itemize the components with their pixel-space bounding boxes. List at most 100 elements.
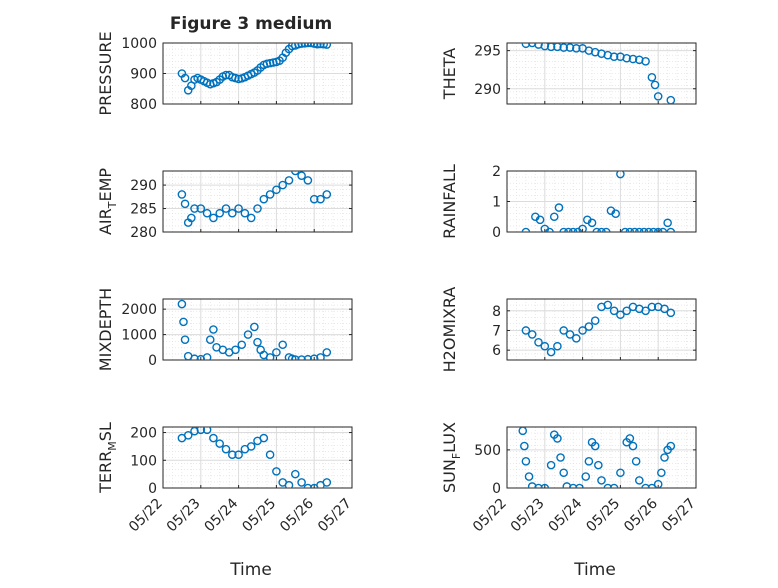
data-point: [297, 478, 306, 487]
data-series: [521, 171, 676, 232]
subplot-2: 290 295 THETA: [440, 42, 697, 105]
data-point: [316, 194, 325, 204]
data-point: [553, 43, 562, 52]
data-point: [303, 43, 313, 48]
data-point: [303, 176, 313, 185]
data-point: [631, 457, 641, 466]
data-point: [647, 483, 657, 488]
data-point: [572, 44, 581, 53]
data-point: [243, 330, 253, 339]
data-point: [622, 53, 632, 63]
data-point: [316, 43, 325, 49]
data-point: [653, 92, 663, 101]
data-point: [309, 194, 319, 204]
data-point: [568, 483, 578, 488]
data-point: [641, 57, 650, 66]
data-point: [231, 345, 240, 355]
data-point: [205, 335, 215, 344]
data-point: [177, 299, 187, 309]
data-point: [644, 227, 654, 232]
data-point: [297, 43, 306, 48]
data-point: [322, 348, 332, 357]
axes-frame: [506, 426, 697, 489]
data-point: [578, 326, 587, 335]
data-point: [616, 171, 625, 179]
data-point: [622, 306, 632, 316]
data-series: [518, 427, 676, 488]
data-point: [215, 439, 224, 448]
data-point: [630, 227, 639, 232]
y-tick-label: 900: [130, 67, 157, 83]
data-series: [177, 171, 332, 227]
data-point: [297, 355, 306, 360]
data-point: [322, 478, 332, 487]
subplot-1: 800 900 1000 PRESSURE: [96, 31, 353, 116]
data-point: [635, 476, 644, 485]
data-point: [625, 434, 635, 443]
y-tick-label: 7: [492, 323, 501, 339]
data-point: [259, 433, 269, 443]
data-point: [584, 457, 594, 466]
y-tick-label: 280: [130, 225, 157, 241]
data-point: [597, 476, 606, 485]
data-point: [227, 208, 237, 218]
data-point: [316, 353, 325, 360]
data-point: [540, 43, 550, 51]
data-point: [540, 341, 550, 351]
data-point: [527, 330, 537, 339]
y-axis-label: MIXDEPTH: [96, 288, 115, 371]
data-point: [300, 43, 310, 48]
data-point: [657, 468, 666, 478]
data-point: [521, 43, 531, 49]
figure-title: Figure 3 medium: [170, 14, 332, 34]
y-axis-label: SUNFLUX: [440, 422, 463, 493]
data-point: [653, 479, 663, 488]
data-point: [594, 460, 603, 470]
y-tick-label: 1: [492, 195, 501, 211]
data-point: [284, 176, 294, 185]
data-series: [177, 427, 332, 488]
data-point: [603, 300, 613, 310]
data-point: [237, 340, 247, 350]
data-point: [641, 306, 650, 316]
data-series: [177, 299, 332, 360]
x-axis-label-left: Time: [229, 560, 272, 580]
y-axis-label: RAINFALL: [440, 164, 459, 239]
y-tick-label: 6: [492, 343, 501, 359]
data-point: [663, 218, 672, 228]
data-point: [209, 433, 218, 443]
data-point: [265, 58, 275, 68]
data-point: [628, 441, 638, 451]
data-point: [196, 204, 206, 213]
data-point: [546, 43, 556, 52]
data-point: [278, 180, 288, 190]
y-tick-label: 800: [130, 97, 157, 113]
subplot-6: 6 7 8 H2OMIXRA: [440, 287, 697, 372]
data-point: [568, 227, 578, 232]
data-point: [190, 354, 199, 360]
data-point: [322, 190, 332, 199]
y-tick-label: 100: [130, 453, 157, 469]
data-point: [290, 469, 300, 479]
data-point: [524, 472, 534, 481]
data-point: [549, 212, 559, 222]
data-point: [265, 190, 275, 199]
data-point: [521, 326, 531, 335]
subplot-4: 0 1 2 RAINFALL: [440, 164, 697, 241]
y-tick-label: 200: [130, 426, 157, 442]
data-point: [666, 95, 676, 104]
data-point: [554, 203, 564, 212]
y-axis-label: AIRTEMP: [96, 168, 119, 235]
data-point: [578, 224, 587, 232]
data-point: [559, 326, 569, 335]
data-point: [253, 204, 262, 213]
y-tick-label: 0: [148, 481, 157, 497]
x-axis-label-right: Time: [573, 560, 616, 580]
data-point: [287, 354, 297, 360]
data-point: [309, 354, 319, 360]
data-point: [234, 204, 243, 213]
y-tick-label: 8: [492, 304, 501, 320]
data-point: [616, 310, 625, 320]
data-point: [625, 227, 635, 232]
